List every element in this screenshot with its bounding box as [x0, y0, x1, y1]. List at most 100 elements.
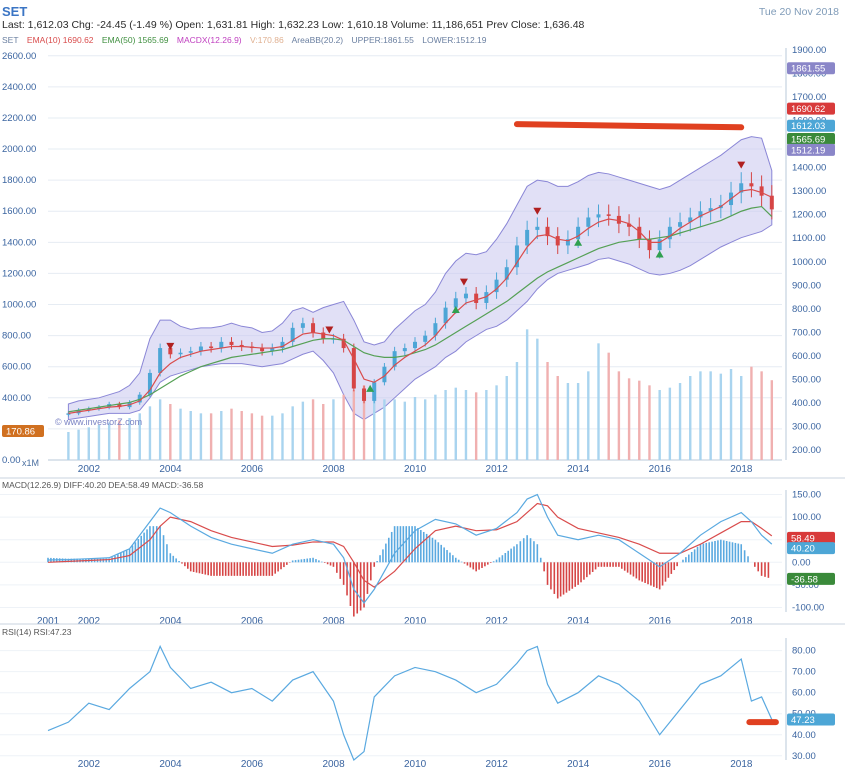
volume-bar: [67, 432, 70, 460]
volume-bar: [148, 406, 152, 460]
legend-ema10[interactable]: EMA(10) 1690.62: [26, 35, 94, 45]
macd-hist-bar: [387, 537, 390, 563]
candle-body: [198, 346, 203, 352]
volume-bar: [179, 408, 182, 460]
volume-bar: [699, 371, 702, 460]
macd-hist-bar: [140, 535, 143, 563]
badge-ema50-bg: [787, 132, 835, 145]
candle-body: [290, 327, 295, 342]
macd-hist-bar: [507, 550, 510, 563]
macd-hist-bar: [67, 558, 70, 563]
macd-hist-bar: [339, 562, 342, 579]
volume-bar: [678, 383, 682, 460]
candle-body: [239, 344, 244, 347]
macd-hist-bar: [568, 562, 571, 591]
macd-hist-bar: [653, 562, 655, 587]
macd-hist-bar: [577, 562, 579, 585]
volume-tick-label: 1000.00: [792, 257, 826, 268]
macd-hist-bar: [283, 562, 285, 568]
macd-hist-bar: [359, 562, 362, 611]
macd-hist-bar: [262, 562, 265, 576]
macd-hist-bar: [332, 562, 335, 567]
legend-lower[interactable]: LOWER:1512.19: [422, 35, 487, 45]
legend-set[interactable]: SET: [2, 35, 19, 45]
macd-hist-bar: [178, 561, 180, 563]
candle-body: [147, 372, 152, 395]
legend-upper[interactable]: UPPER:1861.55: [351, 35, 414, 45]
macd-hist-bar: [714, 540, 716, 563]
macd-hist-bar: [708, 542, 710, 563]
macd-hist-bar: [586, 562, 588, 578]
macd-hist-bar: [189, 562, 192, 572]
price-panel: 0.00 200.00 400.00 600.00 800.00 1000.00 1200.…: [2, 45, 835, 475]
legend-ema50[interactable]: EMA(50) 1565.69: [101, 35, 169, 45]
candle-body: [209, 346, 214, 349]
badge-volume: 170.86: [6, 427, 35, 438]
macd-hist-bar: [539, 557, 542, 563]
volume-bar: [413, 397, 417, 460]
candle-body: [494, 279, 499, 293]
macd-hist-bar: [297, 559, 300, 563]
volume-bar: [770, 380, 774, 460]
volume-bar: [668, 387, 672, 460]
price-tick-label: 2200.00: [2, 113, 36, 124]
candle-body: [545, 226, 550, 237]
macd-x-tick-label: 2006: [241, 616, 264, 627]
candle-body: [586, 217, 591, 227]
macd-hist-bar: [676, 562, 678, 567]
macd-hist-bar: [609, 562, 611, 567]
price-tick-label: 2400.00: [2, 82, 36, 93]
macd-hist-bar: [224, 562, 227, 576]
volume-bar: [444, 390, 447, 460]
macd-hist-bar: [685, 557, 687, 563]
candle-body: [280, 341, 285, 349]
legend-areabb[interactable]: AreaBB(20.2): [291, 35, 344, 45]
candle-body: [188, 351, 193, 353]
macd-hist-bar: [626, 562, 629, 573]
macd-hist-bar: [658, 562, 661, 590]
price-tick-label: 1400.00: [2, 237, 36, 248]
macd-hist-bar: [323, 562, 326, 563]
badge-rsi-bg: [787, 713, 835, 726]
macd-hist-bar: [734, 542, 737, 563]
candle-body: [667, 226, 672, 240]
macd-hist-bar: [440, 544, 443, 563]
macd-hist-bar: [399, 526, 402, 563]
candle-body: [484, 292, 489, 303]
macd-hist-bar: [242, 562, 244, 576]
candle-body: [596, 214, 601, 218]
macd-hist-bar: [641, 562, 643, 582]
candle-body: [402, 348, 407, 352]
macd-hist-bar: [559, 562, 562, 597]
volume-tick-label: 1300.00: [792, 186, 826, 197]
volume-bar: [740, 376, 743, 460]
macd-hist-bar: [192, 562, 195, 572]
macd-hist-bar: [478, 562, 480, 570]
macd-hist-bar: [484, 562, 486, 567]
price-tick-label: 1600.00: [2, 206, 36, 217]
rsi-tick-label: 40.00: [792, 730, 816, 741]
volume-bar: [250, 413, 254, 460]
candle-body: [739, 183, 744, 193]
badge-diff: 40.20: [791, 544, 815, 555]
macd-hist-bar: [111, 557, 113, 563]
candle-body: [627, 223, 632, 227]
candle-body: [321, 332, 326, 339]
candle-body: [535, 226, 540, 230]
candle-body: [392, 351, 397, 367]
volume-bar: [648, 385, 651, 460]
candle-body: [311, 323, 316, 333]
macd-x-tick-label: 2014: [567, 616, 590, 627]
macd-hist-bar: [159, 526, 161, 563]
rsi-x-tick-label: 2006: [241, 759, 264, 768]
macd-hist-bar: [379, 555, 381, 563]
macd-hist-bar: [373, 562, 376, 567]
volume-bar: [607, 352, 610, 460]
macd-hist-bar: [457, 559, 460, 563]
price-x-tick-label: 2016: [649, 464, 672, 475]
legend-vol[interactable]: V:170.86: [250, 35, 284, 45]
macd-hist-bar: [155, 526, 158, 563]
macd-hist-bar: [454, 557, 457, 563]
legend-macdx[interactable]: MACDX(12.26.9): [176, 35, 242, 45]
